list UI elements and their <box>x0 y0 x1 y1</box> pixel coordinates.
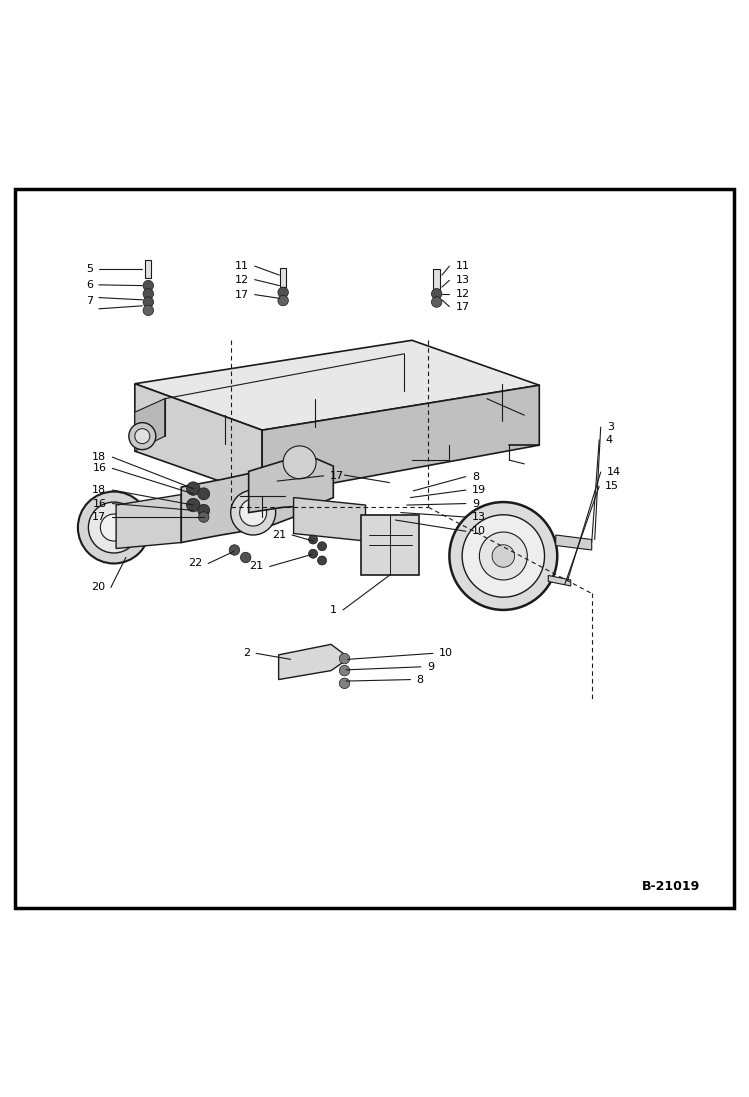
Polygon shape <box>135 384 262 496</box>
Circle shape <box>88 502 139 553</box>
Text: 11: 11 <box>234 261 249 271</box>
Polygon shape <box>548 576 571 586</box>
Text: 12: 12 <box>455 289 470 298</box>
Circle shape <box>187 482 200 496</box>
Polygon shape <box>181 470 294 543</box>
Text: 21: 21 <box>272 530 286 540</box>
Circle shape <box>143 289 154 299</box>
Text: 17: 17 <box>234 290 249 299</box>
Bar <box>361 514 419 575</box>
Circle shape <box>318 556 327 565</box>
Text: 6: 6 <box>86 280 93 290</box>
Circle shape <box>309 535 318 544</box>
Text: 19: 19 <box>472 485 486 495</box>
Text: 22: 22 <box>188 558 202 568</box>
Text: 9: 9 <box>472 498 479 509</box>
Circle shape <box>229 545 240 555</box>
Text: B-21019: B-21019 <box>642 880 700 893</box>
Circle shape <box>339 666 350 676</box>
Circle shape <box>479 532 527 580</box>
Circle shape <box>143 305 154 316</box>
Text: 20: 20 <box>91 583 105 592</box>
Polygon shape <box>262 385 539 496</box>
Text: 2: 2 <box>243 648 250 658</box>
Polygon shape <box>279 644 343 679</box>
Polygon shape <box>116 495 181 548</box>
Circle shape <box>462 514 545 597</box>
Circle shape <box>431 297 442 307</box>
Text: 12: 12 <box>234 274 249 284</box>
Text: 1: 1 <box>330 604 337 615</box>
Text: 5: 5 <box>86 264 93 274</box>
Text: 18: 18 <box>92 452 106 462</box>
Circle shape <box>198 488 210 500</box>
Circle shape <box>187 498 200 512</box>
Text: 15: 15 <box>605 482 619 491</box>
Circle shape <box>198 512 209 522</box>
Circle shape <box>240 499 267 527</box>
Circle shape <box>278 287 288 297</box>
Text: 7: 7 <box>85 295 93 306</box>
Text: 16: 16 <box>92 463 106 474</box>
Polygon shape <box>249 459 333 512</box>
Polygon shape <box>135 398 165 451</box>
Text: 4: 4 <box>605 434 613 445</box>
Text: 3: 3 <box>607 422 613 432</box>
Text: 9: 9 <box>427 661 434 671</box>
Circle shape <box>135 429 150 443</box>
Text: 13: 13 <box>472 512 486 522</box>
Bar <box>145 260 151 279</box>
Circle shape <box>78 491 150 564</box>
Polygon shape <box>556 535 592 550</box>
Bar <box>433 269 440 289</box>
Text: 17: 17 <box>330 471 344 480</box>
Polygon shape <box>135 340 539 430</box>
Circle shape <box>339 654 350 664</box>
Text: 14: 14 <box>607 467 621 477</box>
Circle shape <box>129 422 156 450</box>
Text: 11: 11 <box>455 261 470 271</box>
Text: 10: 10 <box>439 648 453 658</box>
Text: 10: 10 <box>472 527 486 536</box>
Circle shape <box>492 545 515 567</box>
Polygon shape <box>294 498 366 541</box>
Circle shape <box>431 289 442 299</box>
Text: 21: 21 <box>249 562 264 572</box>
Text: 13: 13 <box>455 275 470 285</box>
Circle shape <box>100 514 127 541</box>
Circle shape <box>143 281 154 291</box>
Circle shape <box>143 297 154 307</box>
Circle shape <box>309 550 318 558</box>
Circle shape <box>449 502 557 610</box>
Circle shape <box>283 445 316 479</box>
Circle shape <box>231 490 276 535</box>
Text: 8: 8 <box>472 472 479 482</box>
Circle shape <box>240 552 251 563</box>
Text: 17: 17 <box>92 512 106 522</box>
Circle shape <box>278 295 288 306</box>
Text: 8: 8 <box>416 675 424 685</box>
Circle shape <box>318 542 327 551</box>
Circle shape <box>339 678 350 689</box>
Text: 16: 16 <box>92 498 106 509</box>
Circle shape <box>198 505 210 517</box>
Text: 18: 18 <box>92 485 106 495</box>
Bar <box>280 268 286 287</box>
Text: 17: 17 <box>455 302 470 312</box>
